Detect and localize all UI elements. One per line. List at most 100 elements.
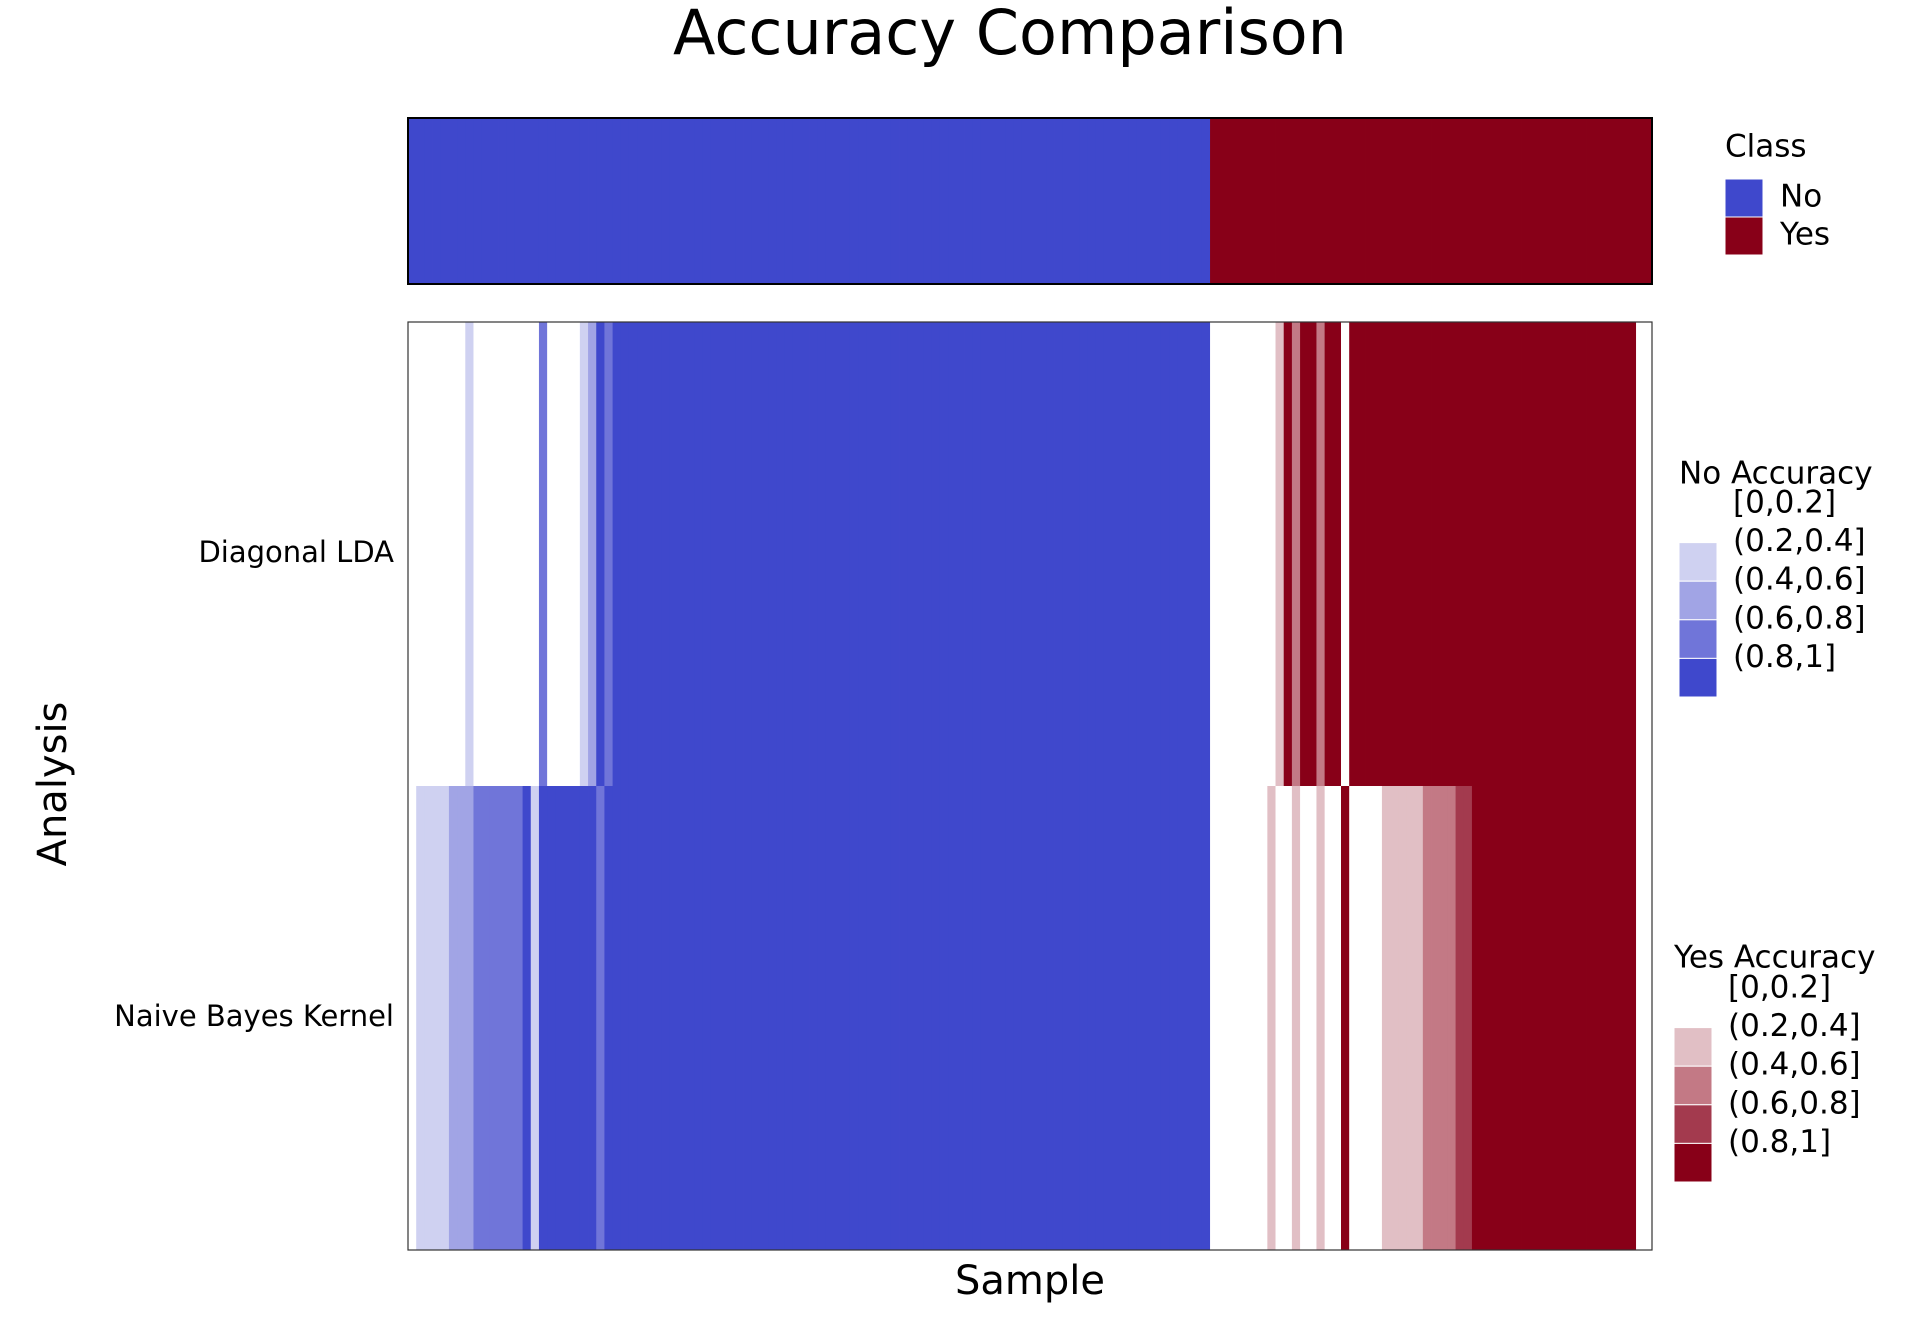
class-cell (1390, 118, 1399, 284)
heat-cell (579, 786, 589, 1250)
heat-cell (1521, 786, 1530, 1250)
class-cell (841, 118, 851, 284)
heat-cell (1070, 322, 1080, 786)
heat-cell (1357, 322, 1366, 786)
heat-cell (489, 322, 499, 786)
class-cell (1152, 118, 1162, 284)
heat-cell (1030, 322, 1039, 786)
heat-cell (1300, 786, 1309, 1250)
heat-cell (432, 322, 442, 786)
legend-swatch (1678, 503, 1718, 544)
heat-cell (530, 786, 540, 1250)
heat-cell (432, 786, 442, 1250)
heat-cell (1341, 322, 1350, 786)
legend-label: (0.8,1] (1728, 1124, 1831, 1160)
class-cell (1643, 118, 1653, 284)
heat-cell (579, 322, 589, 786)
class-cell (1594, 118, 1604, 284)
class-cell (1185, 118, 1195, 284)
class-cell (1128, 118, 1137, 284)
heat-cell (1611, 786, 1620, 1250)
heat-cell (1447, 786, 1456, 1250)
heat-cell (1422, 786, 1432, 1250)
heat-cell (956, 786, 965, 1250)
heat-cell (1062, 786, 1072, 1250)
heat-cell (1463, 322, 1473, 786)
class-cell (997, 118, 1006, 284)
heat-cell (628, 786, 638, 1250)
class-cell (1349, 118, 1358, 284)
heat-cell (825, 786, 834, 1250)
heat-cell (1013, 322, 1023, 786)
class-cell (833, 118, 843, 284)
class-cell (1160, 118, 1170, 284)
class-cell (817, 118, 826, 284)
class-cell (1553, 118, 1563, 284)
legend-label: (0.2,0.4] (1728, 1008, 1861, 1044)
class-strip-border (407, 117, 1653, 285)
class-cell (964, 118, 974, 284)
heat-cell (825, 322, 834, 786)
heat-cell (1390, 322, 1399, 786)
heat-cell (849, 786, 859, 1250)
heat-cell (1160, 786, 1170, 1250)
class-cell (890, 118, 900, 284)
heat-cell (1267, 322, 1276, 786)
chart-title: Accuracy Comparison (673, 0, 1347, 69)
y-axis-label: Analysis (30, 702, 76, 867)
heat-cell (1046, 322, 1055, 786)
class-cell (620, 118, 630, 284)
class-cell (1250, 118, 1260, 284)
heat-cell (1160, 322, 1170, 786)
heat-cell (1210, 786, 1219, 1250)
class-cell (1414, 118, 1424, 284)
heat-cell (956, 322, 965, 786)
heat-cell (1553, 786, 1563, 1250)
heat-cell (440, 786, 450, 1250)
heat-cell (1341, 786, 1350, 1250)
heat-cell (1177, 322, 1186, 786)
heat-cell (784, 322, 794, 786)
heat-cell (1185, 786, 1195, 1250)
class-cell (1300, 118, 1309, 284)
heat-cell (408, 786, 417, 1250)
class-cell (1030, 118, 1039, 284)
legend-label: (0.6,0.8] (1728, 1085, 1861, 1121)
heat-cell (735, 786, 744, 1250)
class-cell (498, 118, 507, 284)
heat-cell (1201, 786, 1211, 1250)
heat-cell (1087, 322, 1096, 786)
class-cell (1079, 118, 1088, 284)
heat-cell (1561, 786, 1571, 1250)
heat-cell (1226, 786, 1236, 1250)
heat-cell (800, 322, 810, 786)
heat-cell (1414, 322, 1424, 786)
class-cell (424, 118, 433, 284)
class-cell (1373, 118, 1383, 284)
heat-cell (710, 786, 720, 1250)
legend-label: (0.2,0.4] (1733, 523, 1866, 559)
heat-cell (833, 786, 843, 1250)
class-cell (645, 118, 654, 284)
legend-swatch (1678, 542, 1718, 582)
class-cell (759, 118, 769, 284)
heat-cell (465, 322, 474, 786)
heat-cell (1038, 322, 1047, 786)
heat-cell (1152, 786, 1162, 1250)
heat-cell (1627, 322, 1637, 786)
heat-cell (1422, 322, 1432, 786)
legend-swatch (1673, 1142, 1713, 1183)
heat-cell (751, 786, 761, 1250)
heat-cell (678, 322, 687, 786)
heat-cell (1275, 322, 1285, 786)
legend-swatch (1673, 988, 1713, 1029)
class-cell (907, 118, 916, 284)
heat-cell (1529, 322, 1538, 786)
heat-cell (1545, 786, 1555, 1250)
x-axis-label: Sample (955, 1258, 1105, 1304)
class-cell (571, 118, 581, 284)
class-cell (1537, 118, 1547, 284)
class-cell (972, 118, 982, 284)
heat-cell (1030, 786, 1039, 1250)
class-cell (1627, 118, 1637, 284)
